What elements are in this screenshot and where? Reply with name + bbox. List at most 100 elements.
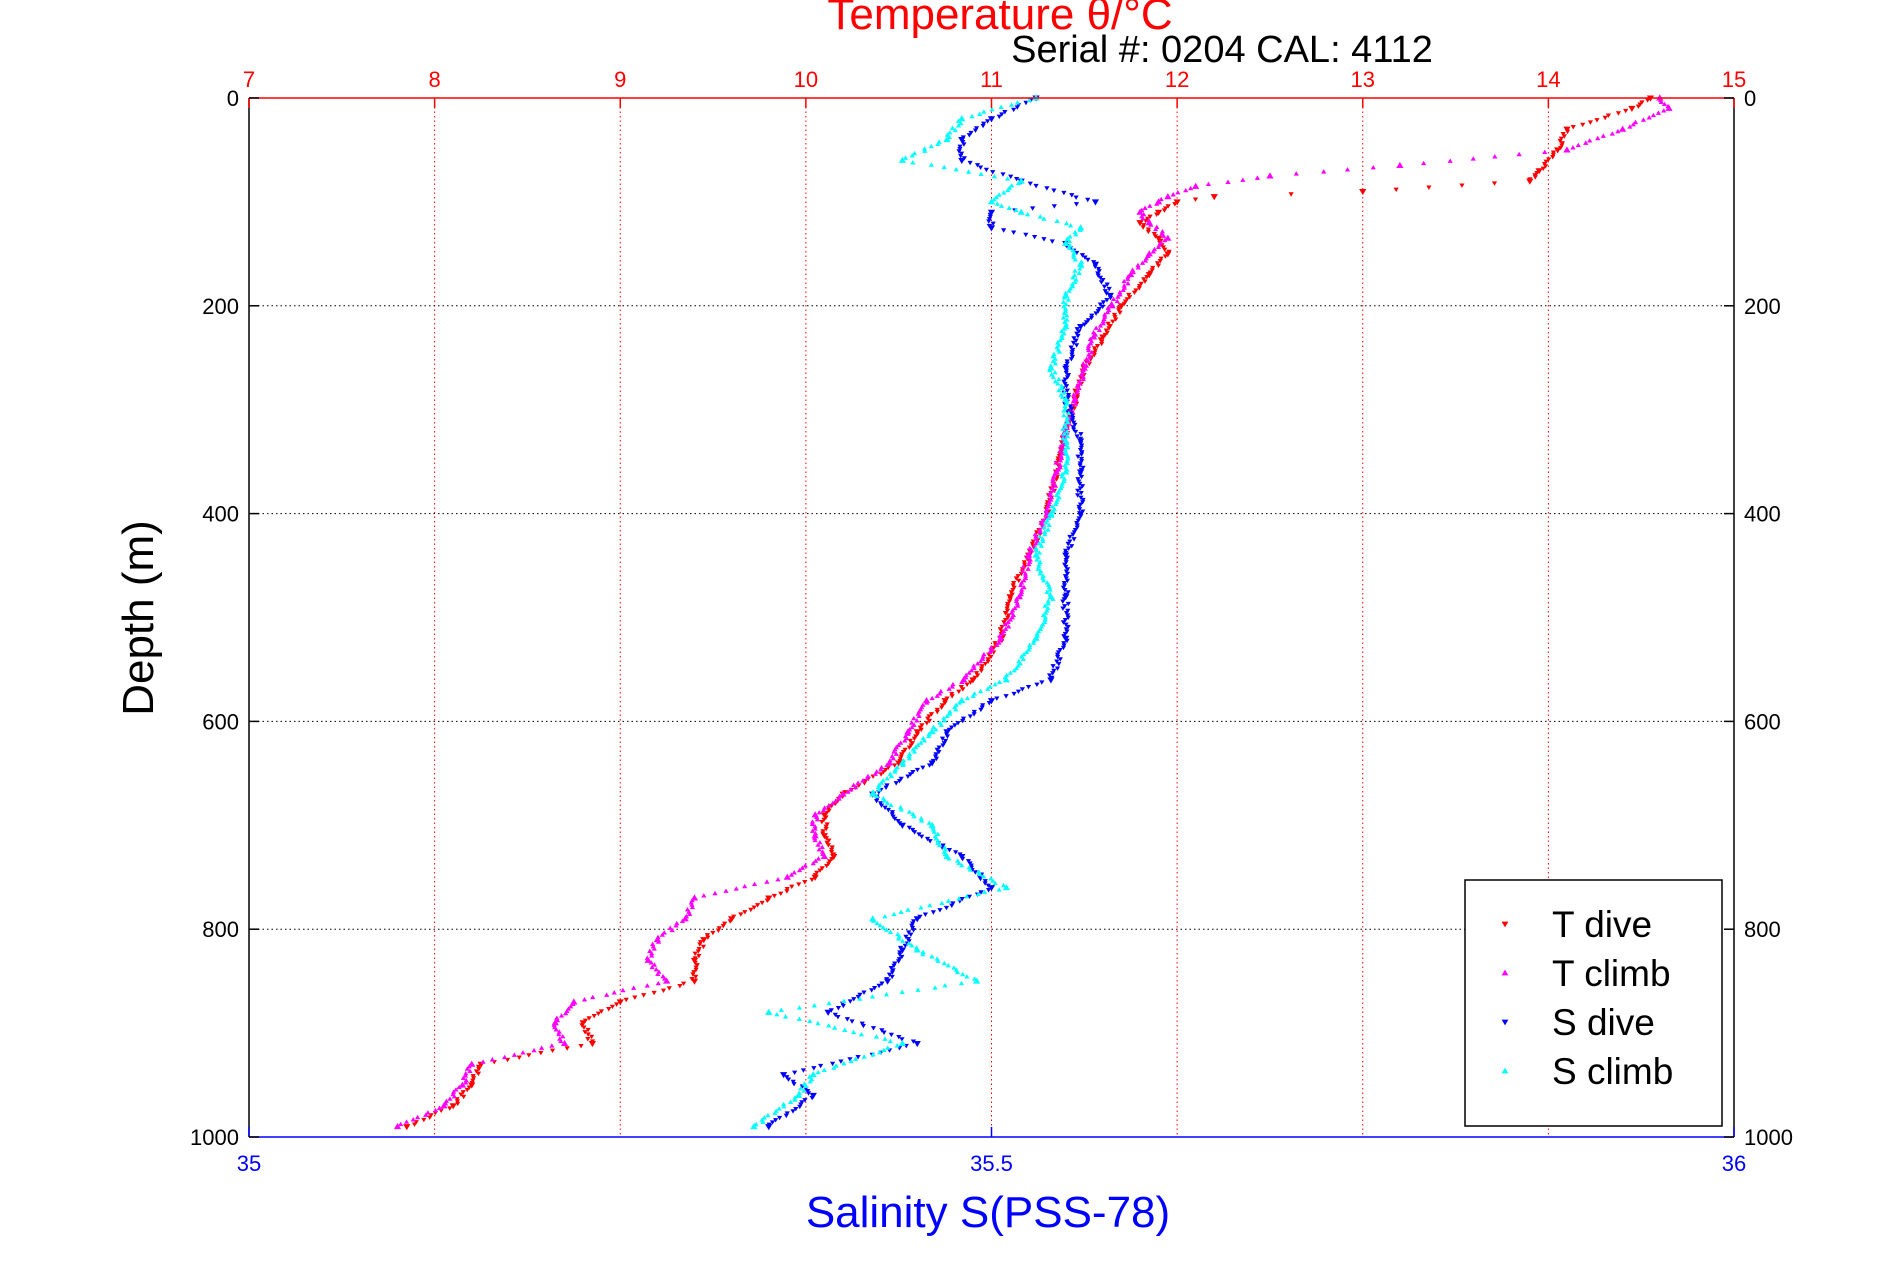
data-point: [895, 819, 901, 824]
data-point: [874, 920, 880, 926]
data-point: [832, 1012, 838, 1018]
data-point: [1043, 520, 1049, 525]
data-point: [1293, 171, 1299, 176]
data-point: [857, 996, 863, 1001]
data-point: [570, 998, 578, 1005]
y-right-tick-label: 0: [1744, 86, 1756, 111]
data-point: [585, 1032, 591, 1037]
data-point: [894, 1043, 900, 1048]
data-point: [1063, 592, 1069, 598]
data-point: [906, 930, 912, 935]
data-point: [897, 756, 904, 762]
data-point: [1062, 447, 1068, 452]
data-point: [1040, 536, 1046, 541]
data-point: [1060, 585, 1067, 591]
data-point: [1050, 508, 1056, 514]
data-point: [911, 830, 918, 835]
data-point: [1125, 274, 1131, 279]
data-point: [899, 752, 905, 757]
data-point: [906, 755, 912, 761]
data-point: [1077, 472, 1083, 477]
data-point: [792, 1070, 798, 1076]
data-point: [975, 661, 981, 666]
data-point: [888, 965, 894, 971]
data-point: [1085, 358, 1092, 364]
data-point: [1016, 578, 1022, 584]
data-point: [802, 863, 808, 868]
data-point: [1077, 436, 1084, 442]
data-point: [1127, 295, 1133, 300]
data-point: [896, 957, 902, 962]
data-point: [1065, 395, 1072, 400]
data-point: [1059, 385, 1065, 390]
data-point: [777, 1115, 783, 1121]
data-point: [1083, 320, 1090, 325]
data-point: [1068, 357, 1074, 362]
data-point: [475, 1071, 482, 1077]
data-point: [1158, 196, 1164, 202]
data-point: [926, 820, 932, 825]
data-point: [841, 1060, 847, 1066]
data-point: [1542, 149, 1548, 154]
data-point: [1044, 589, 1050, 594]
data-point: [1619, 125, 1627, 132]
data-point: [964, 893, 970, 899]
data-point: [1069, 354, 1076, 360]
data-point: [796, 1005, 803, 1010]
data-point: [820, 851, 826, 856]
data-point: [861, 1054, 867, 1059]
data-point: [1064, 433, 1071, 439]
series-s-climb: [750, 94, 1085, 1130]
data-point: [1101, 284, 1108, 290]
legend-marker: [1501, 1019, 1509, 1026]
data-point: [792, 1095, 798, 1100]
data-point: [1049, 675, 1055, 681]
data-point: [1065, 615, 1071, 621]
data-point: [892, 961, 898, 966]
data-point: [1051, 204, 1057, 209]
data-point: [1056, 349, 1063, 354]
data-point: [1068, 345, 1074, 350]
data-point: [1104, 282, 1110, 287]
data-point: [821, 817, 827, 823]
data-point: [1029, 541, 1035, 547]
data-point: [687, 911, 693, 917]
data-point: [1040, 612, 1047, 618]
data-point: [1136, 286, 1142, 291]
legend-label: S climb: [1552, 1051, 1673, 1092]
data-point: [590, 994, 596, 1000]
data-point: [924, 721, 930, 726]
data-point: [926, 731, 932, 736]
data-point: [1459, 183, 1465, 188]
data-point: [986, 223, 992, 229]
data-point: [1021, 584, 1027, 590]
data-point: [1060, 426, 1066, 432]
data-point: [1075, 488, 1081, 494]
data-point: [824, 863, 830, 869]
data-point: [1145, 227, 1152, 232]
data-point: [1071, 537, 1077, 542]
data-point: [1640, 117, 1647, 122]
data-point: [966, 670, 972, 675]
data-point: [784, 886, 790, 892]
data-point: [1065, 590, 1071, 595]
data-point: [873, 798, 880, 804]
data-point: [929, 954, 935, 959]
data-point: [1044, 186, 1050, 191]
y-axis-label: Depth (m): [114, 520, 163, 716]
data-point: [957, 852, 963, 857]
data-point: [1069, 193, 1075, 198]
data-point: [878, 803, 885, 808]
data-point: [1093, 311, 1099, 316]
data-point: [913, 916, 921, 923]
data-point: [1162, 254, 1168, 259]
data-point: [870, 918, 876, 923]
data-point: [1061, 408, 1067, 413]
data-point: [1079, 253, 1086, 258]
data-point: [1001, 620, 1007, 625]
data-point: [1063, 557, 1069, 563]
data-point: [990, 878, 996, 883]
data-point: [1009, 183, 1015, 188]
data-point: [809, 819, 816, 824]
data-point: [933, 756, 940, 762]
